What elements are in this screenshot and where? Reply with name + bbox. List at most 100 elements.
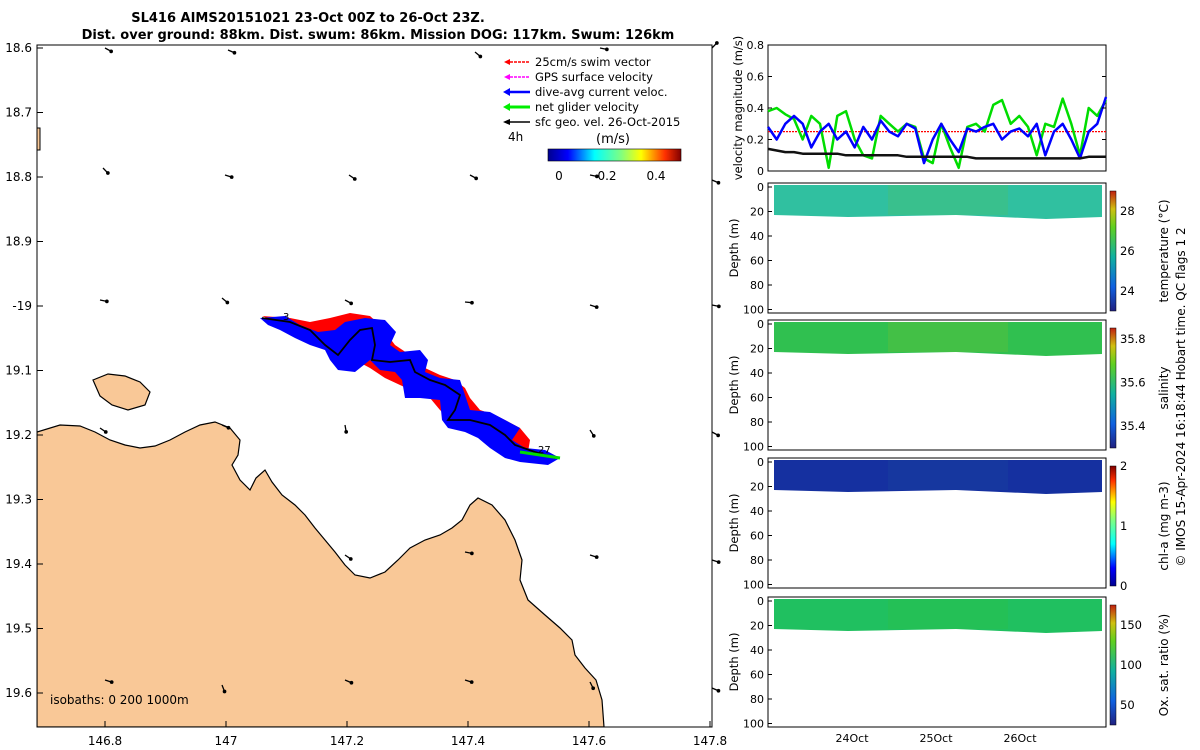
colorbar-label: temperature (°C) — [1157, 200, 1171, 303]
colorbar-tick-label: 28 — [1120, 204, 1135, 218]
depth-tick-label: 20 — [750, 343, 764, 356]
colorbar-label: chl-a (mg m-3) — [1157, 481, 1171, 570]
geo-arrow-head — [105, 299, 109, 304]
geo-arrow-head — [716, 560, 721, 564]
velocity-series-line — [766, 96, 1108, 165]
time-axis-ticks: 24Oct 25Oct 26Oct — [835, 732, 1037, 745]
geo-arrow-head — [595, 174, 599, 179]
geo-arrow-head — [470, 300, 474, 305]
depth-tick-label: 80 — [750, 416, 764, 429]
map-y-tick-label: 19.4 — [5, 557, 32, 571]
depth-tick-label: 80 — [750, 554, 764, 567]
time-tick-label: 25Oct — [919, 732, 953, 745]
legend-item-geo: sfc geo. vel. 26-Oct-2015 — [503, 115, 680, 129]
depth-tick-label: 40 — [750, 367, 764, 380]
section-colorbar — [1109, 190, 1117, 312]
colorbar-tick: 0.2 — [597, 169, 616, 183]
legend-label-swim: 25cm/s swim vector — [535, 55, 651, 69]
velocity-y-tick-label: 0.8 — [747, 39, 765, 52]
depth-tick-label: 100 — [743, 304, 764, 317]
geo-arrow-head — [478, 54, 483, 59]
geo-arrow-head — [225, 300, 230, 305]
section-data-patch — [888, 460, 1008, 490]
velocity-y-tick-label: 0.2 — [747, 134, 765, 147]
map-x-ticks: 146.8 147 147.2 147.4 147.6 147.8 — [88, 721, 727, 748]
depth-tick-label: 60 — [750, 255, 764, 268]
velocity-y-ticks: 0 0.2 0.4 0.6 0.8 — [747, 39, 1106, 178]
geo-arrow-head — [474, 176, 478, 181]
velocity-panel: 0 0.2 0.4 0.6 0.8 velocity magnitude (m/s) — [731, 36, 1108, 181]
velocity-series-line — [767, 97, 1108, 170]
depth-tick-label: 80 — [750, 693, 764, 706]
section-data-patch — [888, 322, 1008, 352]
map-y-tick-label: -19 — [12, 299, 32, 313]
colorbar-tick-label: 1 — [1120, 519, 1127, 533]
section-panel-salinity: 0 20 40 60 80 100 Depth (m) 35.4 35.6 35.8 salinit… — [727, 318, 1171, 454]
geo-arrow-head — [716, 180, 721, 185]
section-panel-temperature: 0 20 40 60 80 100 Depth (m) 24 26 28 temperature (… — [727, 181, 1171, 317]
map-y-tick-label: 18.8 — [5, 170, 32, 184]
depth-tick-label: 60 — [750, 530, 764, 543]
geo-arrow-head — [349, 680, 354, 685]
depth-tick-label: 40 — [750, 230, 764, 243]
depth-tick-label: 60 — [750, 669, 764, 682]
geo-arrow-head — [344, 430, 349, 434]
colorbar-tick-label: 35.4 — [1120, 419, 1146, 433]
land-mainland — [37, 421, 605, 727]
map-y-tick-label: 18.7 — [5, 106, 32, 120]
time-tick-label: 24Oct — [835, 732, 869, 745]
land-edge-fragment — [37, 127, 41, 151]
velocity-ylabel: velocity magnitude (m/s) — [731, 36, 745, 181]
section-colorbar — [1109, 604, 1117, 726]
geo-arrow-head — [470, 551, 474, 556]
section-colorbar — [1109, 465, 1117, 587]
geo-arrow-head — [109, 49, 113, 54]
map-legend: 25cm/s swim vector GPS surface velocity … — [503, 55, 682, 183]
colorbar-title: (m/s) — [596, 132, 630, 147]
map-y-tick-label: 18.9 — [5, 235, 32, 249]
section-data-patch — [888, 185, 1008, 215]
map-y-tick-label: 19.3 — [5, 493, 32, 507]
geo-arrow-head — [594, 555, 599, 559]
geo-arrow-head — [716, 688, 721, 693]
colorbar-tick-label: 35.6 — [1120, 376, 1146, 390]
section-ylabel: Depth (m) — [727, 494, 741, 553]
map-x-tick-label: 146.8 — [88, 734, 122, 748]
colorbar-tick: 0.4 — [646, 169, 665, 183]
track-end-label: 27 — [538, 445, 551, 456]
map-y-tick-label: 18.6 — [5, 41, 32, 55]
depth-tick-label: 20 — [750, 481, 764, 494]
geo-arrow-head — [352, 177, 357, 181]
geo-arrow-head — [605, 47, 609, 52]
map-x-tick-label: 147 — [215, 734, 238, 748]
map-x-tick-label: 147.4 — [451, 734, 485, 748]
geo-arrow-head — [717, 304, 721, 309]
section-data-patch — [888, 599, 1008, 629]
legend-item-dive-avg: dive-avg current veloc. — [503, 85, 668, 99]
legend-item-swim: 25cm/s swim vector — [504, 55, 651, 69]
legend-item-gps: GPS surface velocity — [504, 70, 653, 84]
depth-tick-label: 100 — [743, 718, 764, 731]
depth-tick-label: 20 — [750, 620, 764, 633]
velocity-y-tick-label: 0.6 — [747, 71, 765, 84]
depth-tick-label: 100 — [743, 579, 764, 592]
velocity-axes — [767, 44, 1107, 172]
time-tick-label: 26Oct — [1003, 732, 1037, 745]
section-ylabel: Depth (m) — [727, 633, 741, 692]
geo-arrow-head — [348, 557, 353, 561]
net-glider-velocity-track — [261, 317, 556, 459]
map-x-tick-label: 147.2 — [330, 734, 364, 748]
map-y-tick-label: 19.5 — [5, 622, 32, 636]
colorbar-tick-label: 0 — [1120, 579, 1127, 593]
geostrophic-velocity-arrows — [99, 41, 721, 694]
map-y-tick-label: 19.1 — [5, 364, 32, 378]
geo-arrow-head — [349, 301, 353, 306]
chart-title-line1: SL416 AIMS20151021 23-Oct 00Z to 26-Oct … — [131, 11, 485, 26]
depth-tick-label: 20 — [750, 206, 764, 219]
colorbar-tick-label: 2 — [1120, 459, 1127, 473]
colorbar-tick-label: 24 — [1120, 284, 1135, 298]
geo-arrow-head — [226, 425, 231, 430]
map-panel: 3 27 isobaths: 0 200 1000m 25cm/s swim v… — [5, 41, 727, 748]
